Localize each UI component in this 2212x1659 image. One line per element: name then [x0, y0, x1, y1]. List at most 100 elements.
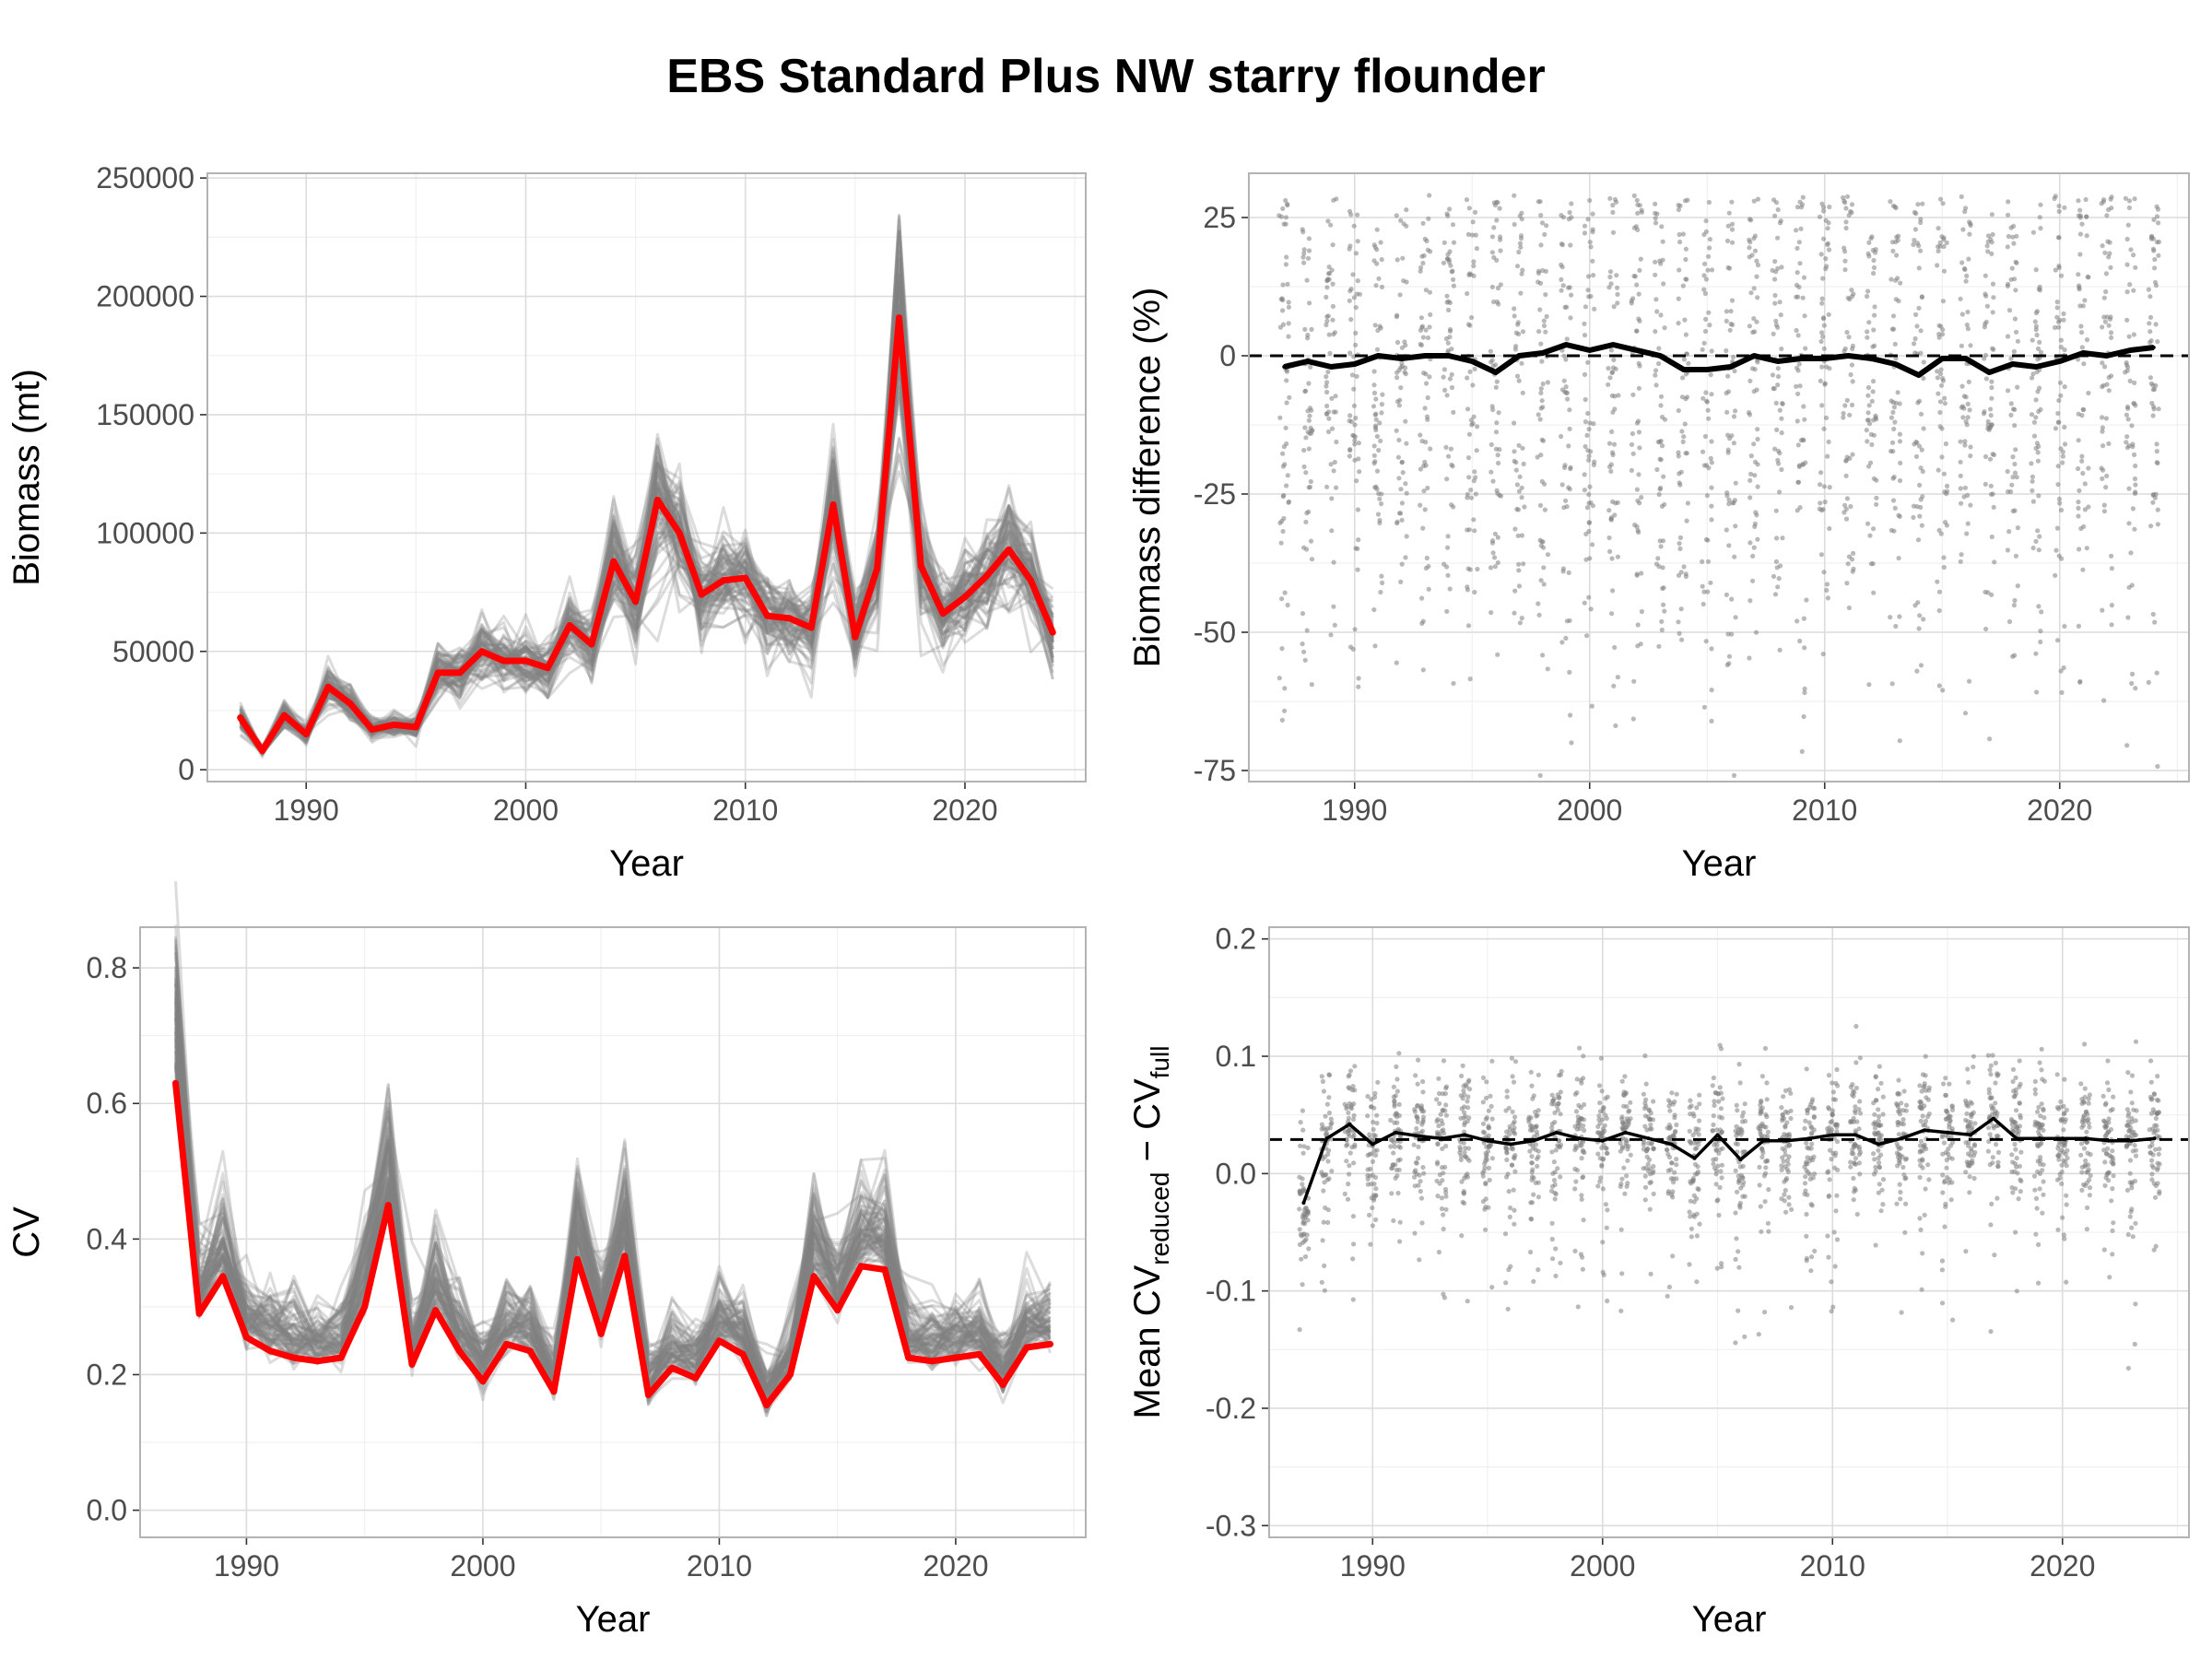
replicate-point: [1377, 517, 1382, 524]
replicate-point: [1670, 1253, 1676, 1259]
replicate-point: [1990, 281, 1996, 287]
replicate-point: [2037, 1186, 2042, 1192]
replicate-point: [1935, 263, 1940, 268]
replicate-point: [2087, 1185, 2093, 1191]
replicate-point: [1872, 1157, 1877, 1162]
replicate-point: [2064, 1279, 2069, 1285]
replicate-point: [1642, 1124, 1648, 1129]
replicate-point: [1677, 231, 1682, 238]
replicate-point: [1322, 1180, 1327, 1185]
data-point: [976, 1350, 983, 1358]
replicate-point: [1542, 231, 1547, 237]
replicate-point: [1921, 617, 1926, 622]
replicate-point: [1965, 521, 1971, 526]
replicate-point: [1440, 1146, 1445, 1151]
replicate-point: [1709, 646, 1714, 652]
replicate-point: [2076, 465, 2081, 472]
replicate-point: [1735, 1108, 1740, 1113]
replicate-point: [1537, 502, 1544, 509]
replicate-point: [1618, 1183, 1623, 1189]
replicate-point: [2154, 449, 2159, 454]
replicate-point: [1849, 1150, 1854, 1156]
replicate-point: [1751, 286, 1757, 291]
replicate-point: [1451, 409, 1456, 415]
replicate-point: [1775, 206, 1781, 213]
replicate-point: [1796, 284, 1802, 290]
replicate-point: [1846, 335, 1852, 340]
replicate-point: [1820, 652, 1826, 657]
replicate-point: [2124, 440, 2129, 445]
replicate-point: [1912, 441, 1917, 447]
data-point: [369, 726, 376, 734]
replicate-point: [1941, 555, 1947, 560]
replicate-point: [1540, 545, 1547, 550]
replicate-point: [2124, 362, 2130, 368]
replicate-point: [1488, 348, 1493, 354]
replicate-point: [1374, 433, 1380, 440]
replicate-point: [1989, 251, 1994, 256]
replicate-point: [2054, 300, 2060, 305]
replicate-point: [1598, 1055, 1604, 1061]
replicate-point: [1535, 1148, 1541, 1154]
replicate-point: [1820, 276, 1826, 281]
data-point: [1347, 1122, 1352, 1126]
replicate-point: [1537, 772, 1543, 779]
replicate-point: [1440, 1108, 1445, 1113]
replicate-point: [1797, 383, 1803, 389]
data-point: [434, 669, 441, 677]
replicate-point: [1422, 236, 1428, 241]
replicate-point: [1573, 1143, 1579, 1148]
replicate-point: [1394, 1173, 1400, 1179]
replicate-point: [1597, 1083, 1603, 1088]
mean-series-line: [1301, 1116, 2155, 1204]
replicate-point: [1873, 1075, 1878, 1080]
replicate-point: [1715, 1091, 1721, 1097]
replicate-point: [1657, 538, 1663, 544]
replicate-point: [1568, 712, 1573, 718]
replicate-point: [1328, 632, 1334, 638]
replicate-point: [2156, 1110, 2161, 1115]
replicate-point: [1326, 1072, 1332, 1077]
replicate-point: [1874, 1098, 1879, 1103]
replicate-point: [2109, 553, 2114, 559]
replicate-point: [1352, 441, 1358, 447]
replicate-point: [2126, 1111, 2132, 1116]
replicate-line: [174, 996, 1052, 1396]
replicate-point: [1889, 326, 1895, 332]
replicate-point: [1915, 202, 1921, 207]
replicate-point: [1565, 285, 1571, 290]
replicate-point: [2013, 1120, 2018, 1126]
replicate-point: [1584, 432, 1590, 438]
replicate-point: [1964, 1111, 1970, 1116]
data-point: [1301, 1201, 1306, 1206]
replicate-point: [1484, 1095, 1489, 1100]
replicate-point: [1988, 413, 1994, 418]
replicate-point: [1279, 518, 1285, 524]
replicate-point: [1637, 500, 1642, 506]
replicate-point: [1352, 438, 1358, 443]
replicate-point: [1436, 1123, 1441, 1129]
replicate-point: [1512, 526, 1518, 532]
replicate-point: [1469, 232, 1476, 238]
replicate-point: [1809, 1125, 1815, 1131]
replicate-point: [2038, 1158, 2043, 1163]
replicate-point: [2013, 1087, 2018, 1092]
replicate-point: [1396, 476, 1402, 481]
reference-points: [237, 314, 1056, 755]
replicate-point: [1488, 610, 1494, 616]
replicate-point: [2086, 1116, 2091, 1122]
replicate-point: [1450, 464, 1455, 469]
replicate-point: [2148, 338, 2154, 344]
replicate-point: [1755, 359, 1760, 365]
replicate-point: [1342, 1129, 1348, 1135]
replicate-point: [1505, 1171, 1511, 1177]
replicate-point: [1697, 1101, 1702, 1107]
replicate-point: [1646, 1140, 1652, 1146]
replicate-point: [1918, 411, 1924, 417]
replicate-point: [1701, 273, 1707, 278]
replicate-point: [1355, 212, 1360, 218]
replicate-point: [1657, 456, 1663, 462]
replicate-point: [2030, 488, 2035, 494]
replicate-point: [1825, 226, 1830, 231]
data-point: [852, 633, 859, 641]
